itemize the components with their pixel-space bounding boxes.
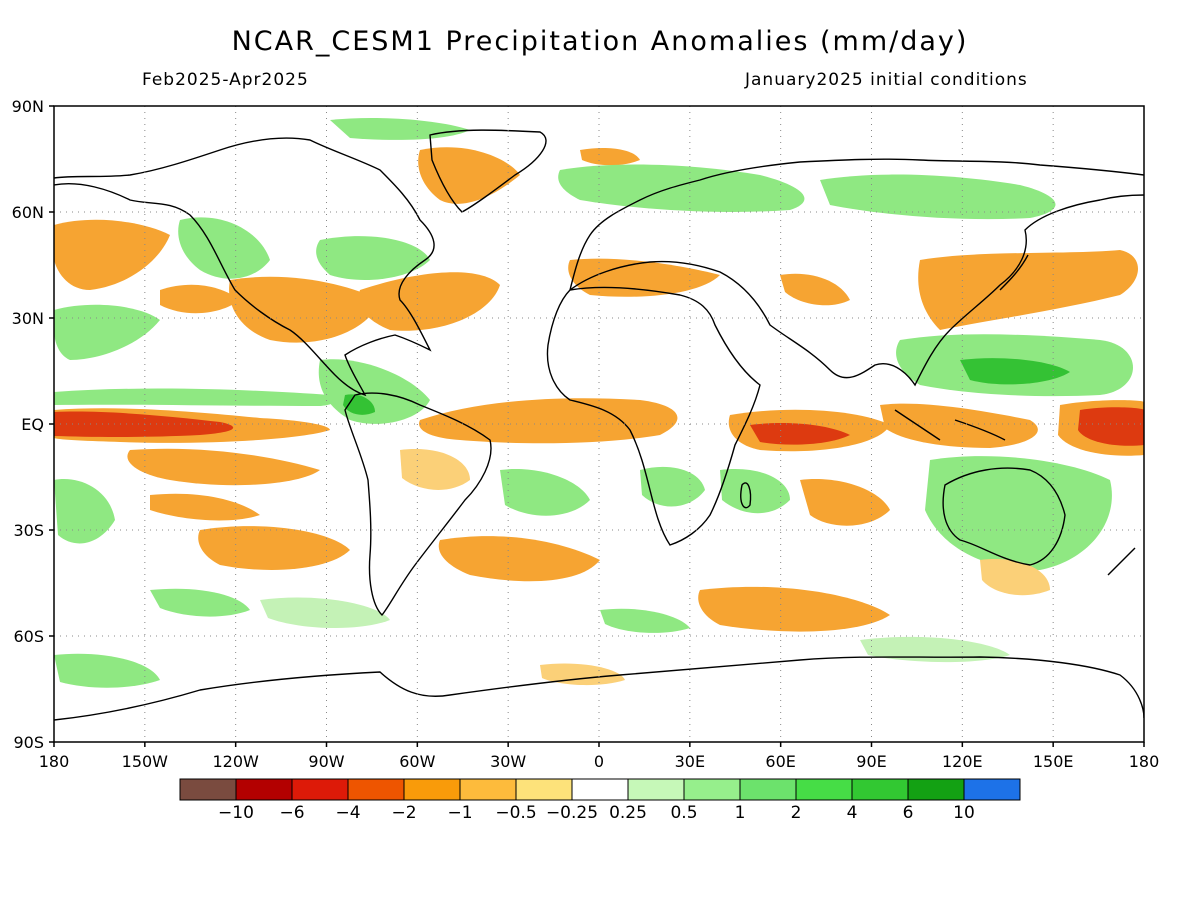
colorbar-swatch [795,778,853,801]
south-america-coast [344,392,492,617]
colorbar-label: −10 [218,803,254,823]
initial-conditions: January2025 initial conditions [745,70,1028,90]
colorbar-label: −4 [335,803,360,823]
colorbar-swatch [291,778,349,801]
colorbar-swatch [179,778,237,801]
lon-tick-label: 90E [856,752,886,771]
colorbar-swatch [739,778,797,801]
lon-tick-label: 150E [1033,752,1074,771]
madagascar-coast [740,482,752,509]
lat-tick-label: EQ [21,415,44,434]
colorbar-label: 4 [847,803,858,823]
colorbar: −10 −6 −4 −2 −1 −0.5 −0.25 0.25 0.5 1 2 4 6 10 [179,778,1021,823]
dry-anomalies [54,147,1144,632]
lon-tick-label: 120E [942,752,983,771]
graticule [54,106,1144,742]
japan-coast [999,254,1029,291]
colorbar-label: −6 [279,803,304,823]
colorbar-label: −0.25 [546,803,598,823]
lon-tick-label: 60W [399,752,435,771]
coastlines [54,129,1144,721]
colorbar-swatch [851,778,909,801]
colorbar-swatch [515,778,573,801]
australia-coast [942,467,1066,566]
colorbar-label: −1 [447,803,472,823]
eurasia-coast [569,158,1144,387]
lon-tick-label: 60E [765,752,795,771]
forecast-period: Feb2025-Apr2025 [142,70,309,90]
lat-tick-label: 90S [13,733,44,752]
latitude-ticks: 90N 60N 30N EQ 30S 60S 90S [12,97,54,752]
colorbar-swatch [907,778,965,801]
colorbar-swatch [347,778,405,801]
lat-tick-label: 90N [12,97,44,116]
lon-tick-label: 120W [212,752,259,771]
colorbar-label: 1 [735,803,746,823]
colorbar-swatch [403,778,461,801]
lat-tick-label: 30S [13,521,44,540]
wet-anomalies [54,118,1133,688]
colorbar-swatch [627,778,685,801]
map-title: NCAR_CESM1 Precipitation Anomalies (mm/d… [231,26,969,57]
lon-tick-label: 180 [39,752,70,771]
colorbar-swatch [683,778,741,801]
colorbar-label: 2 [791,803,802,823]
longitude-ticks: 180 150W 120W 90W 60W 30W 0 30E 60E 90E 120E 150E 18… [39,742,1160,771]
lon-tick-label: 90W [308,752,344,771]
lat-tick-label: 60N [12,203,44,222]
colorbar-swatch [571,778,629,801]
anomaly-fields [54,118,1144,688]
north-america-coast [54,137,435,397]
lat-tick-label: 30N [12,309,44,328]
lon-tick-label: 180 [1129,752,1160,771]
colorbar-label: 10 [953,803,975,823]
colorbar-label: −2 [391,803,416,823]
colorbar-label: 0.5 [670,803,697,823]
lon-tick-label: 30W [490,752,526,771]
lat-tick-label: 60S [13,627,44,646]
weak-anomalies [260,449,1050,686]
colorbar-label: 0.25 [609,803,647,823]
greenland-coast [429,129,547,213]
colorbar-label: −0.5 [495,803,536,823]
colorbar-swatch [235,778,293,801]
lon-tick-label: 150W [122,752,169,771]
colorbar-label: 6 [903,803,914,823]
lon-tick-label: 0 [594,752,604,771]
new-zealand-coast [1107,547,1136,576]
lon-tick-label: 30E [675,752,705,771]
indonesia-coast [894,409,1006,441]
africa-coast [546,286,761,546]
antarctica-coast [54,656,1144,721]
colorbar-swatch [459,778,517,801]
colorbar-swatch [963,778,1021,801]
